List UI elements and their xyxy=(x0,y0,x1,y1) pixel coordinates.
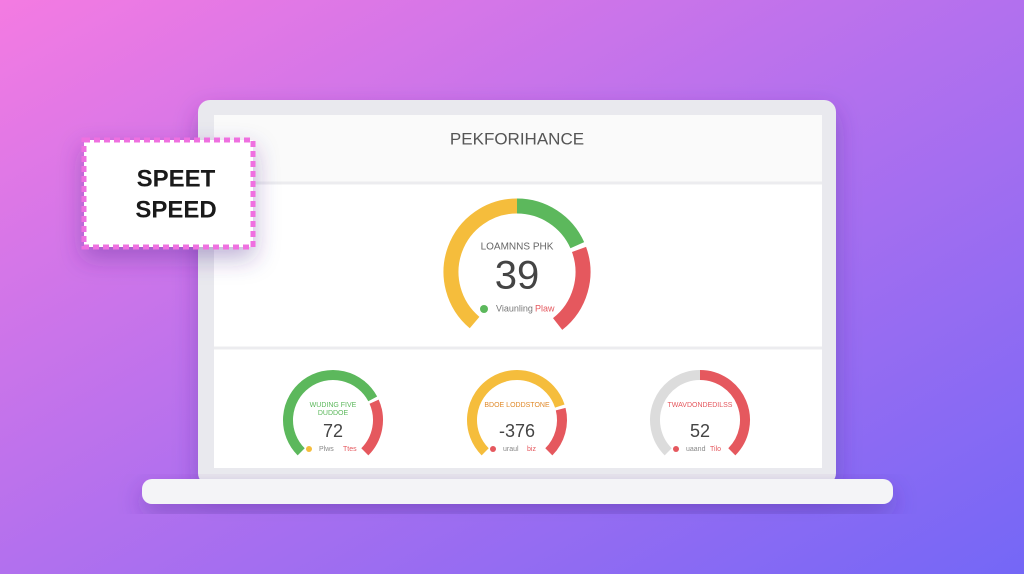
legend-dot xyxy=(480,305,488,313)
gauge-arc xyxy=(699,370,750,456)
gauge-label: TWAVDONDEDILSS xyxy=(668,402,733,409)
legend-text: uraul xyxy=(503,446,519,453)
legend-text: Ttes xyxy=(343,446,357,453)
legend-text: Viaunling xyxy=(496,303,533,313)
gauge-label: DUDDOE xyxy=(318,410,349,417)
badge-text: SPEET xyxy=(137,165,216,192)
badge-text: SPEED xyxy=(135,196,216,223)
legend-text: biz xyxy=(527,446,536,453)
gauge-value: 39 xyxy=(495,254,540,298)
gauge-arc xyxy=(552,246,591,330)
laptop-base xyxy=(142,479,893,504)
gauge-arc xyxy=(443,198,518,329)
title: PEKFORIHANCE xyxy=(450,129,584,148)
gauge-arc xyxy=(283,370,378,456)
gauge-arc xyxy=(467,370,565,456)
badge xyxy=(81,137,256,250)
legend-text: Plaw xyxy=(535,303,555,313)
gauge-label: LOAMNNS PHK xyxy=(481,242,554,253)
legend-dot xyxy=(490,446,496,452)
legend-text: Tilo xyxy=(710,446,721,453)
legend-dot xyxy=(306,446,312,452)
gauge-value: 72 xyxy=(323,421,343,441)
gauge-label: WUDING FIVE xyxy=(310,402,357,409)
gauge-arc xyxy=(516,198,585,249)
gauge-arc xyxy=(361,399,383,456)
gauge-arc xyxy=(545,407,567,456)
legend-text: Plws xyxy=(319,446,334,453)
header-band xyxy=(214,115,822,183)
gauge-label: BDOE LODDSTONE xyxy=(484,402,550,409)
legend-text: uaand xyxy=(686,446,706,453)
gauge-arc xyxy=(650,370,701,456)
gauge-value: 52 xyxy=(690,421,710,441)
gauge-value: -376 xyxy=(499,421,535,441)
legend-dot xyxy=(673,446,679,452)
